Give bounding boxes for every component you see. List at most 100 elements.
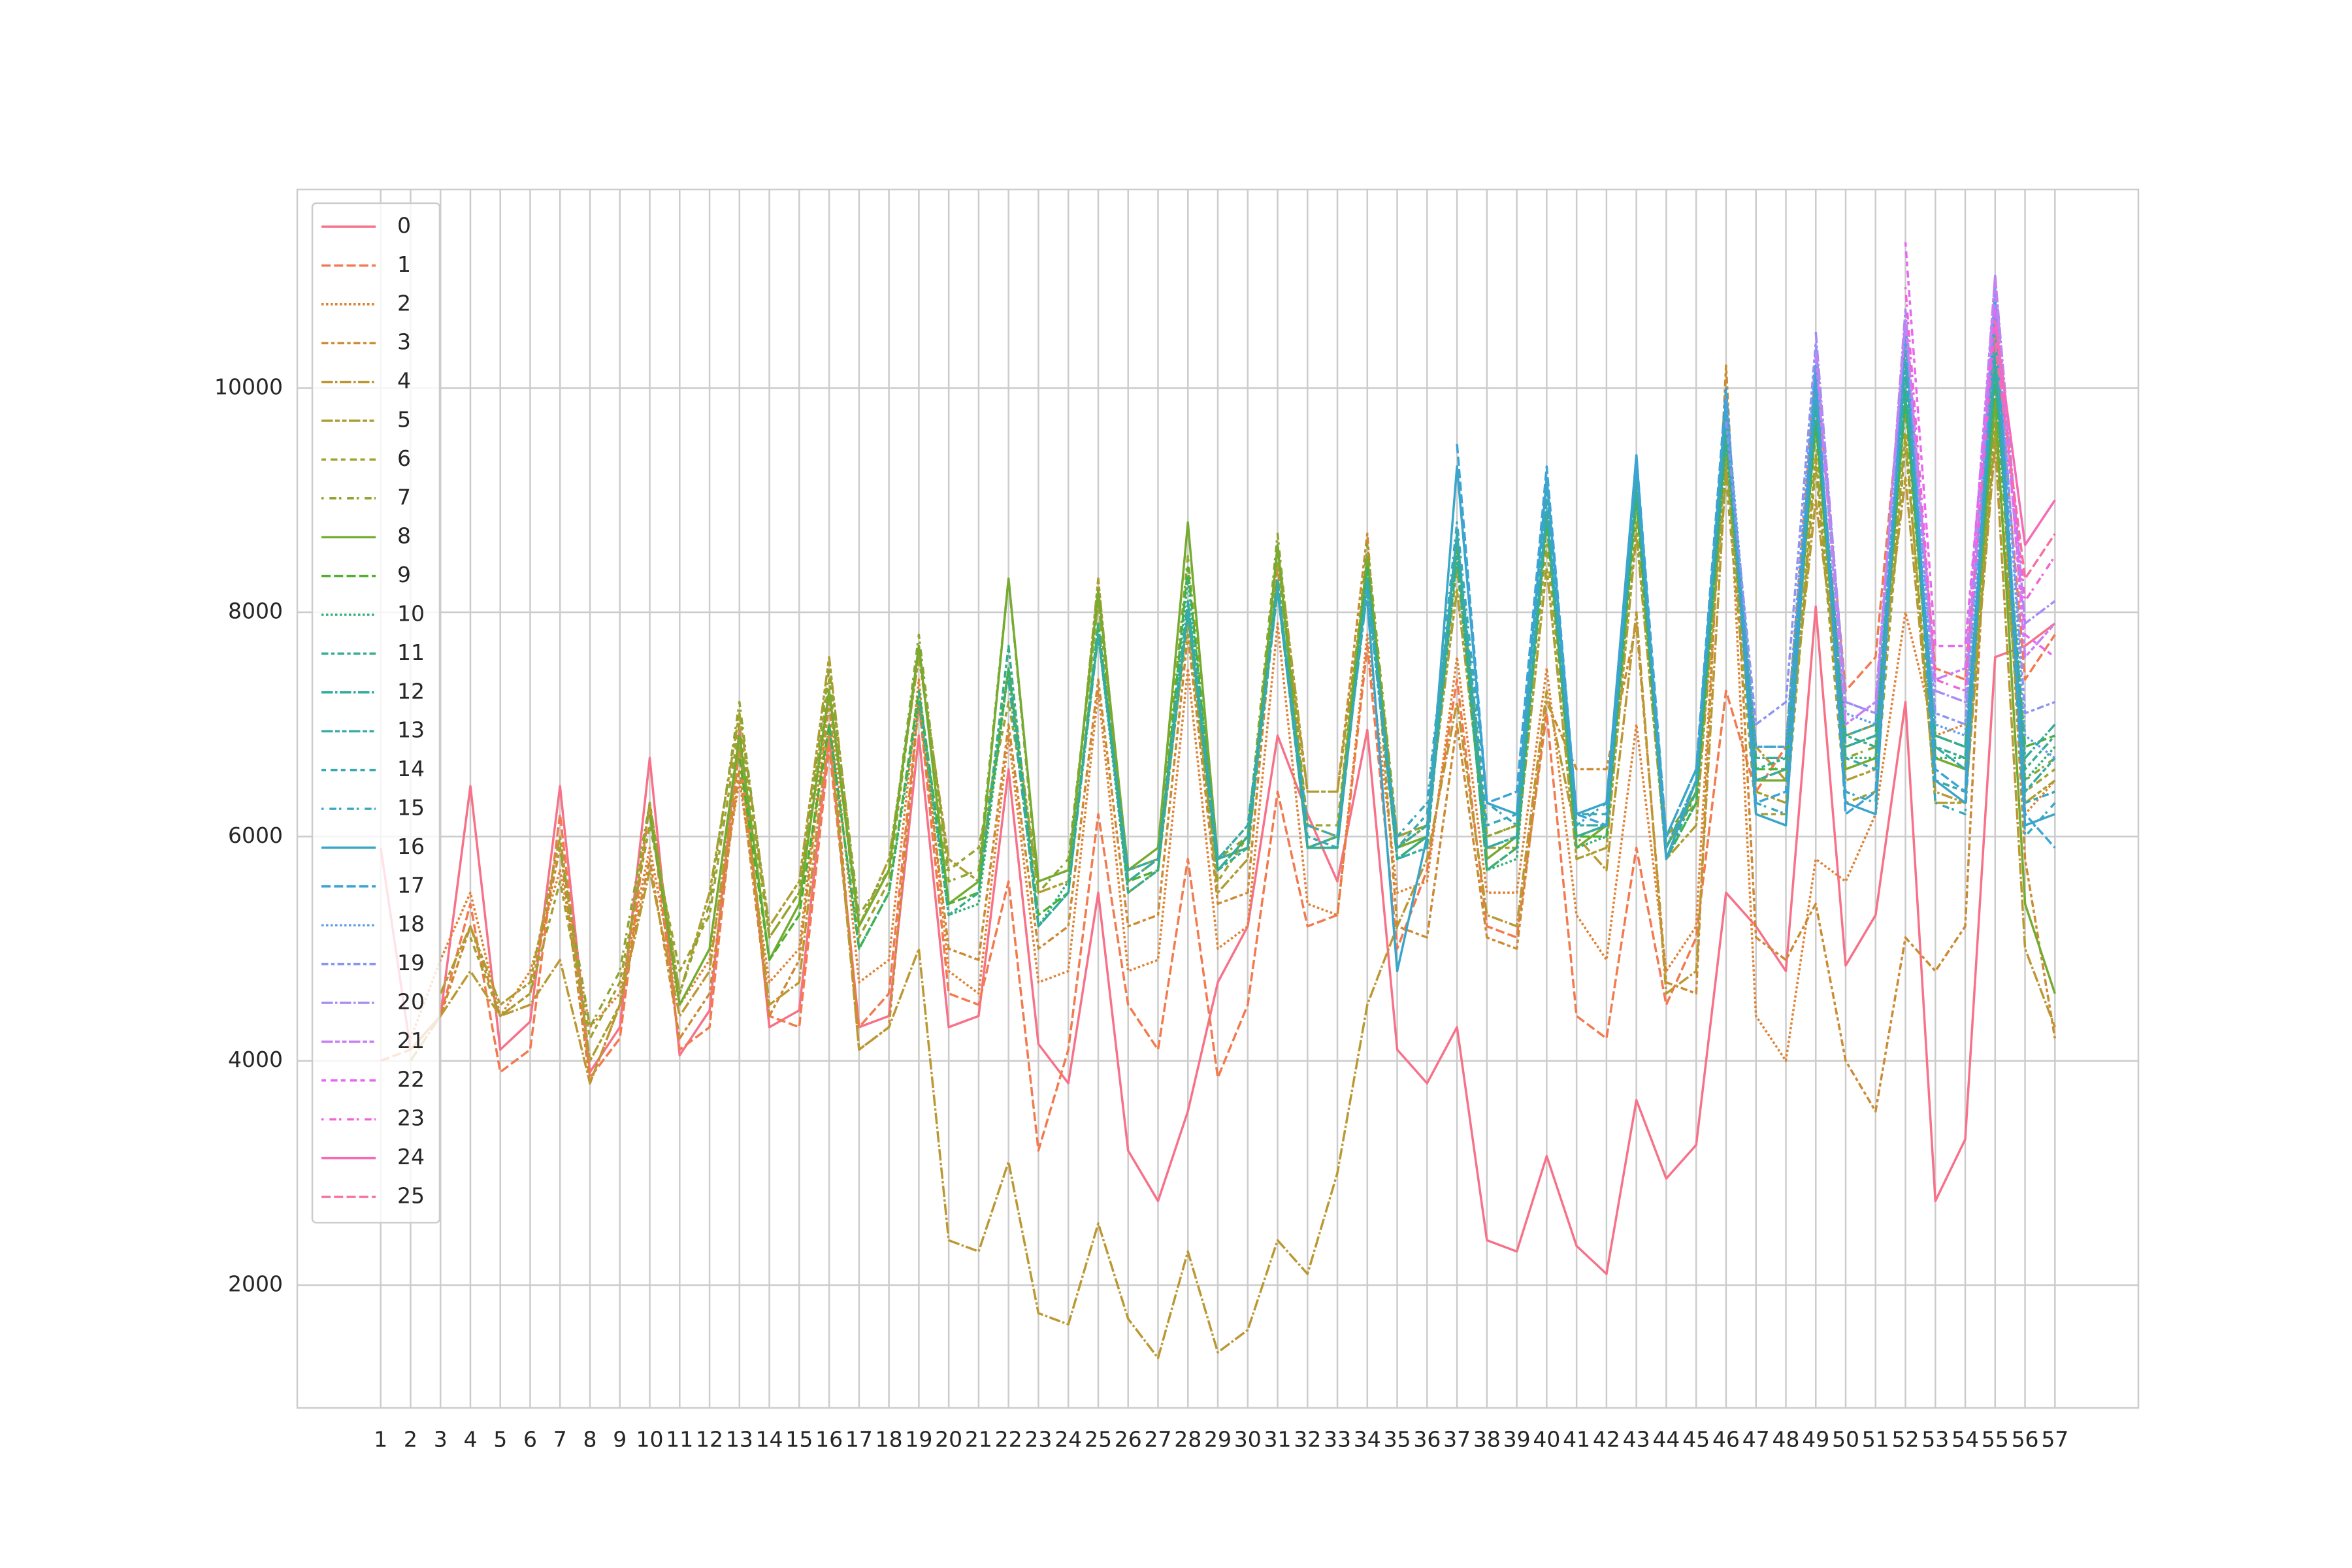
x-tick-label: 20 bbox=[935, 1427, 962, 1452]
legend-label: 16 bbox=[397, 834, 425, 859]
legend-label: 11 bbox=[397, 640, 425, 665]
y-tick-label: 8000 bbox=[228, 598, 283, 624]
series-line bbox=[1994, 342, 2056, 580]
series-line bbox=[1456, 286, 2056, 849]
x-tick-label: 16 bbox=[815, 1427, 843, 1452]
x-tick-label: 35 bbox=[1384, 1427, 1411, 1452]
x-tick-label: 11 bbox=[666, 1427, 693, 1452]
x-tick-label: 18 bbox=[875, 1427, 903, 1452]
y-tick-label: 6000 bbox=[228, 823, 283, 848]
legend-label: 2 bbox=[397, 290, 411, 316]
x-tick-label: 6 bbox=[523, 1427, 537, 1452]
x-tick-label: 21 bbox=[965, 1427, 992, 1452]
x-tick-label: 38 bbox=[1473, 1427, 1501, 1452]
x-tick-label: 32 bbox=[1294, 1427, 1321, 1452]
x-tick-label: 8 bbox=[583, 1427, 597, 1452]
x-tick-label: 1 bbox=[374, 1427, 387, 1452]
x-tick-label: 23 bbox=[1024, 1427, 1052, 1452]
legend-label: 4 bbox=[397, 368, 411, 393]
x-tick-label: 7 bbox=[553, 1427, 567, 1452]
series-line bbox=[410, 331, 2057, 1113]
x-tick-label: 25 bbox=[1085, 1427, 1112, 1452]
legend-label: 10 bbox=[397, 601, 425, 627]
x-tick-label: 46 bbox=[1712, 1427, 1740, 1452]
series-line bbox=[409, 442, 2056, 1360]
legend-label: 1 bbox=[397, 252, 411, 277]
legend-label: 20 bbox=[397, 989, 425, 1015]
x-tick-label: 43 bbox=[1623, 1427, 1650, 1452]
series-line bbox=[1904, 242, 2056, 659]
x-tick-label: 4 bbox=[463, 1427, 477, 1452]
x-tick-label: 5 bbox=[493, 1427, 507, 1452]
lines bbox=[379, 242, 2057, 1360]
legend-label: 9 bbox=[397, 562, 411, 587]
x-tick-label: 22 bbox=[995, 1427, 1022, 1452]
x-tick-label: 34 bbox=[1354, 1427, 1381, 1452]
x-tick-label: 44 bbox=[1652, 1427, 1680, 1452]
legend-label: 25 bbox=[397, 1183, 425, 1209]
x-tick-label: 12 bbox=[696, 1427, 723, 1452]
x-tick-label: 14 bbox=[756, 1427, 783, 1452]
legend-label: 3 bbox=[397, 329, 411, 355]
x-tick-label: 56 bbox=[2012, 1427, 2039, 1452]
legend-label: 14 bbox=[397, 756, 425, 781]
legend-label: 23 bbox=[397, 1105, 425, 1131]
x-tick-label: 9 bbox=[613, 1427, 627, 1452]
x-tick-label: 41 bbox=[1563, 1427, 1590, 1452]
x-tick-label: 42 bbox=[1593, 1427, 1620, 1452]
x-tick-label: 17 bbox=[845, 1427, 873, 1452]
y-tick-label: 10000 bbox=[214, 374, 283, 399]
x-tick-label: 2 bbox=[404, 1427, 417, 1452]
legend: 0123456789101112131415161718192021222324… bbox=[311, 202, 441, 1224]
legend-label: 21 bbox=[397, 1028, 425, 1053]
x-tick-label: 51 bbox=[1862, 1427, 1889, 1452]
x-tick-label: 50 bbox=[1832, 1427, 1859, 1452]
legend-label: 19 bbox=[397, 950, 425, 975]
series-line bbox=[1904, 287, 2056, 693]
x-tick-label: 3 bbox=[434, 1427, 448, 1452]
legend-label: 8 bbox=[397, 523, 411, 549]
x-tick-label: 29 bbox=[1204, 1427, 1232, 1452]
legend-label: 15 bbox=[397, 795, 425, 821]
x-tick-label: 49 bbox=[1802, 1427, 1829, 1452]
x-tick-label: 45 bbox=[1682, 1427, 1710, 1452]
x-tick-label: 37 bbox=[1443, 1427, 1471, 1452]
x-tick-label: 30 bbox=[1234, 1427, 1262, 1452]
x-tick-label: 24 bbox=[1054, 1427, 1082, 1452]
legend-label: 24 bbox=[397, 1144, 425, 1169]
legend-label: 13 bbox=[397, 717, 425, 743]
x-tick-label: 57 bbox=[2041, 1427, 2068, 1452]
x-tick-label: 36 bbox=[1413, 1427, 1441, 1452]
series-line bbox=[379, 605, 2056, 1275]
x-tick-label: 52 bbox=[1892, 1427, 1919, 1452]
x-tick-label: 26 bbox=[1115, 1427, 1142, 1452]
x-tick-label: 55 bbox=[1982, 1427, 2009, 1452]
series-line bbox=[380, 331, 2056, 1152]
legend-box bbox=[311, 202, 441, 1224]
x-tick-label: 27 bbox=[1144, 1427, 1171, 1452]
legend-label: 0 bbox=[397, 213, 411, 238]
series-line bbox=[1994, 320, 2056, 546]
y-tick-label: 4000 bbox=[228, 1047, 283, 1072]
plot-frame bbox=[296, 188, 2140, 1409]
legend-label: 17 bbox=[397, 872, 425, 898]
x-tick-label: 15 bbox=[785, 1427, 813, 1452]
series-line bbox=[1814, 274, 2056, 715]
legend-label: 12 bbox=[397, 678, 425, 704]
legend-label: 5 bbox=[397, 407, 411, 433]
legend-label: 7 bbox=[397, 484, 411, 510]
series-line bbox=[648, 398, 2056, 1006]
series-line bbox=[828, 375, 2056, 950]
x-tick-label: 40 bbox=[1533, 1427, 1560, 1452]
series-line bbox=[439, 420, 2056, 1062]
y-tick-label: 2000 bbox=[228, 1271, 283, 1297]
legend-label: 6 bbox=[397, 446, 411, 471]
x-tick-label: 13 bbox=[726, 1427, 753, 1452]
x-tick-label: 47 bbox=[1742, 1427, 1770, 1452]
x-tick-label: 54 bbox=[1952, 1427, 1979, 1452]
x-tick-label: 19 bbox=[905, 1427, 932, 1452]
x-tick-label: 10 bbox=[636, 1427, 664, 1452]
